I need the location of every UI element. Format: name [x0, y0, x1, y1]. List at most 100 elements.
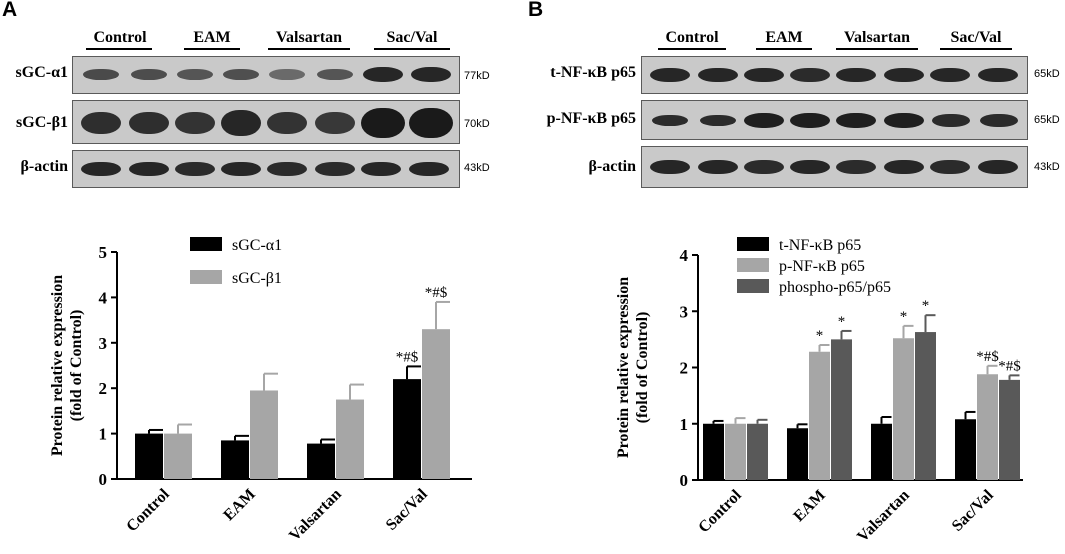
y-tick-label: 2	[99, 379, 108, 398]
y-tick-label: 0	[99, 470, 108, 489]
blot-band	[267, 162, 307, 176]
blot-band	[744, 113, 784, 128]
bar	[422, 329, 450, 479]
blot-group-line	[756, 48, 812, 50]
blot-band	[317, 69, 353, 80]
legend-swatch	[190, 270, 222, 284]
x-tick-label: Valsartan	[854, 487, 913, 546]
panel-letter-b: B	[528, 0, 544, 21]
y-tick-label: 3	[680, 302, 689, 321]
x-tick-label: Valsartan	[286, 486, 345, 545]
blot-strip	[72, 100, 460, 144]
blot-group-label: Sac/Val	[950, 29, 1002, 46]
legend-swatch	[737, 237, 769, 251]
blot-group-line	[184, 48, 240, 50]
bar	[787, 428, 808, 480]
blot-band	[744, 68, 784, 82]
blot-band	[650, 160, 690, 174]
molecular-weight-label: 77kD	[464, 70, 490, 82]
panel-letter-a: A	[2, 0, 18, 21]
significance-marker: *#$	[425, 285, 448, 301]
significance-marker: *	[838, 314, 846, 330]
bar	[871, 423, 892, 480]
bar	[336, 399, 364, 479]
bar	[307, 443, 335, 479]
bar	[893, 338, 914, 480]
blot-group-line	[86, 48, 152, 50]
blot-band	[223, 69, 259, 80]
bar	[809, 351, 830, 480]
legend-swatch	[737, 258, 769, 272]
x-tick-label: EAM	[790, 487, 828, 525]
molecular-weight-label: 65kD	[1034, 68, 1060, 80]
legend-swatch	[737, 279, 769, 293]
blot-band	[267, 112, 307, 134]
blot-group-line	[836, 48, 918, 50]
y-axis-label: Protein relative expression	[49, 275, 66, 456]
blot-band	[361, 162, 401, 176]
blot-group-line	[268, 48, 350, 50]
molecular-weight-label: 43kD	[1034, 161, 1060, 173]
blot-band	[81, 112, 121, 134]
x-tick-label: Control	[695, 486, 745, 536]
significance-marker: *	[816, 328, 824, 344]
blot-band	[884, 68, 924, 82]
significance-marker: *	[922, 298, 930, 314]
molecular-weight-label: 65kD	[1034, 114, 1060, 126]
blot-band	[652, 115, 688, 126]
blot-band	[361, 108, 405, 138]
x-tick-label: Sac/Val	[383, 485, 431, 533]
blot-band	[980, 114, 1018, 127]
blot-group-label: Control	[665, 29, 719, 46]
blot-band	[836, 68, 876, 82]
bar	[703, 423, 724, 480]
blot-band	[409, 108, 453, 138]
bar	[915, 332, 936, 480]
blot-band	[930, 68, 970, 82]
blot-band	[175, 162, 215, 176]
bar	[725, 423, 746, 480]
significance-marker: *#$	[396, 349, 419, 365]
bar-chart-b: 0 1 2 3 4 Protein relative expression (fold of…	[615, 237, 1023, 546]
blot-band	[650, 68, 690, 82]
blot-band	[978, 68, 1018, 82]
blot-band	[269, 69, 305, 80]
blot-band	[83, 69, 119, 80]
blot-band	[884, 113, 924, 128]
blot-row-label: β-actin	[20, 158, 68, 175]
blot-band	[836, 160, 876, 174]
blot-band	[411, 67, 451, 82]
y-axis-label: (fold of Control)	[68, 310, 85, 422]
y-axis-label: (fold of Control)	[634, 312, 651, 424]
significance-marker: *#$	[998, 358, 1021, 374]
bar	[747, 423, 768, 480]
blot-row-label: sGC-α1	[15, 64, 68, 81]
bar	[221, 440, 249, 479]
blot-group-label: Valsartan	[275, 29, 343, 46]
y-tick-label: 1	[680, 415, 689, 434]
blot-strip	[641, 146, 1028, 188]
blot-band	[363, 67, 403, 82]
blot-group-line	[658, 48, 726, 50]
y-tick-label: 4	[99, 288, 108, 307]
bar	[164, 433, 192, 479]
legend-label: sGC-β1	[232, 270, 282, 287]
bar	[977, 374, 998, 480]
blot-band	[81, 162, 121, 176]
blot-group-line	[940, 48, 1012, 50]
blot-group-label: Sac/Val	[386, 29, 438, 46]
bar	[999, 379, 1020, 480]
blot-band	[930, 160, 970, 174]
blot-band	[700, 115, 736, 126]
x-tick-label: Sac/Val	[949, 486, 997, 534]
blot-band	[409, 162, 449, 176]
blot-band	[698, 160, 738, 174]
y-tick-label: 4	[680, 246, 689, 265]
blot-band	[129, 112, 169, 134]
bar	[135, 433, 163, 479]
y-tick-label: 3	[99, 334, 108, 353]
blot-group-label: Control	[93, 29, 147, 46]
x-tick-label: Control	[123, 485, 173, 535]
legend-label: phospho-p65/p65	[779, 279, 891, 296]
y-tick-label: 0	[680, 471, 689, 490]
